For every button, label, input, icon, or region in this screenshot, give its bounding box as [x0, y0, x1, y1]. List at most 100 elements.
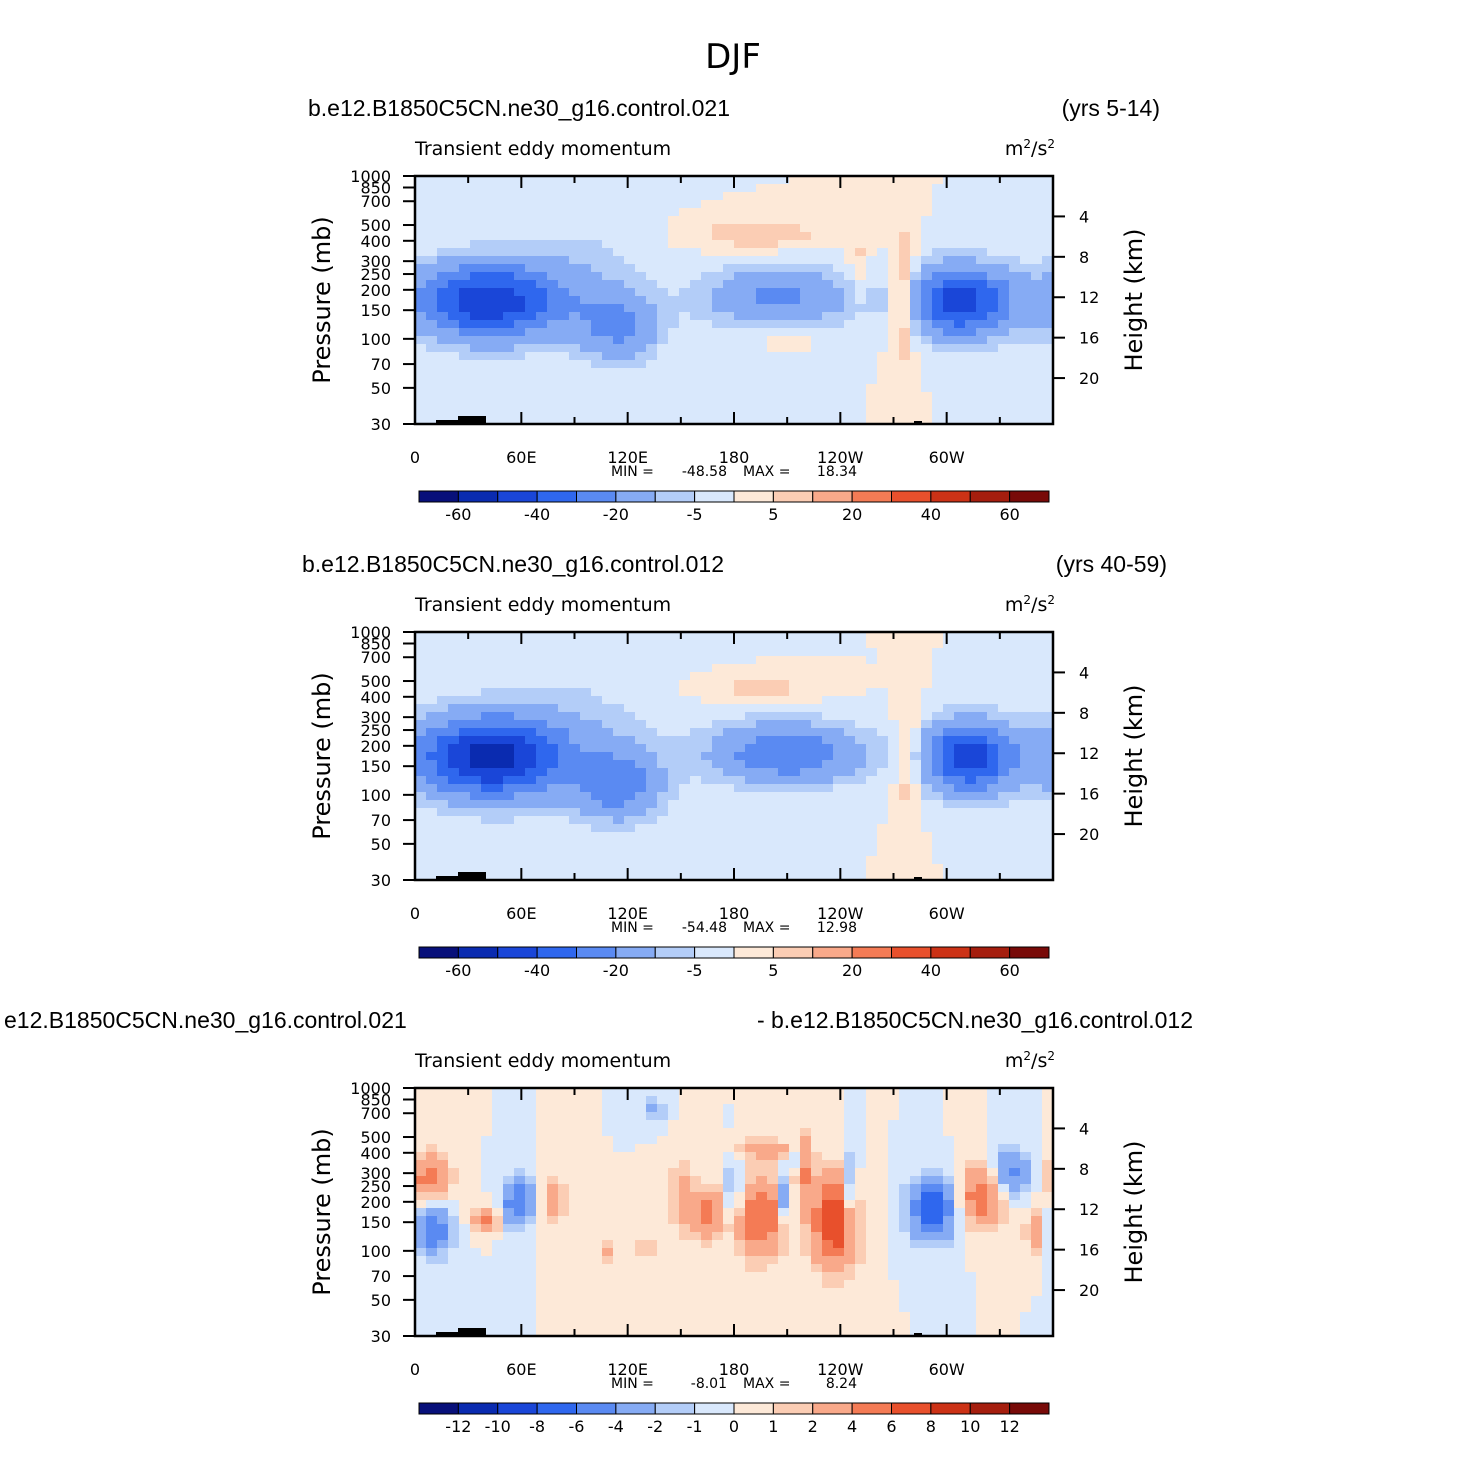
contour-cell	[866, 640, 943, 648]
contour-cell	[415, 176, 789, 184]
contour-cell	[558, 1176, 668, 1184]
contour-cell	[866, 872, 943, 880]
contour-cell	[1009, 800, 1053, 808]
contour-cell	[822, 1240, 833, 1248]
contour-cell	[910, 264, 921, 272]
contour-cell	[987, 272, 1031, 280]
terrain-mask	[436, 416, 922, 424]
contour-cell	[943, 1120, 987, 1128]
contour-cell	[899, 1288, 976, 1296]
contour-cell	[899, 1200, 910, 1208]
max-value: 8.24	[826, 1376, 857, 1392]
contour-cell	[536, 312, 569, 320]
contour-cell	[668, 1176, 679, 1184]
contour-cell	[888, 296, 910, 304]
contour-cell	[415, 312, 426, 320]
contour-cell	[965, 1176, 987, 1184]
pressure-tick-label: 500	[360, 1128, 391, 1147]
contour-cell	[910, 344, 932, 352]
contour-cell	[844, 272, 855, 280]
contour-cell	[635, 320, 657, 328]
contour-cell	[965, 776, 976, 784]
contour-cell	[866, 1088, 899, 1096]
lon-tick-label: 60E	[506, 1360, 536, 1379]
contour-cell	[426, 1200, 459, 1208]
contour-cell	[415, 1296, 536, 1304]
contour-cell	[536, 1328, 910, 1336]
contour-cell	[459, 352, 525, 360]
contour-cell	[1020, 1328, 1053, 1336]
contour-cell	[503, 1208, 514, 1216]
contour-cell	[525, 304, 547, 312]
contour-cell	[558, 1184, 569, 1192]
contour-cell	[547, 736, 569, 744]
colorbar-label: -20	[603, 961, 629, 980]
contour-field	[415, 1088, 1053, 1336]
contour-cell	[932, 200, 1053, 208]
contour-cell	[525, 1168, 536, 1176]
contour-cell	[668, 768, 723, 776]
contour-cell	[888, 336, 899, 344]
lon-tick-label: 0	[410, 448, 420, 467]
contour-cell	[932, 856, 1053, 864]
contour-cell	[745, 1264, 767, 1272]
contour-cell	[492, 1248, 536, 1256]
contour-cell	[448, 760, 470, 768]
min-label: MIN =	[611, 1376, 654, 1392]
terrain	[458, 872, 486, 880]
contour-cell	[877, 656, 932, 664]
pressure-tick-label: 100	[360, 786, 391, 805]
contour-cell	[987, 280, 1009, 288]
contour-cell	[481, 688, 591, 696]
height-axis-label: Height (km)	[1120, 685, 1148, 828]
contour-cell	[734, 1208, 745, 1216]
contour-cell	[998, 344, 1053, 352]
contour-cell	[547, 296, 580, 304]
contour-cell	[415, 656, 756, 664]
contour-cell	[921, 1216, 943, 1224]
contour-cell	[844, 1264, 855, 1272]
contour-cell	[932, 680, 1053, 688]
contour-cell	[943, 744, 954, 752]
contour-cell	[1031, 1160, 1042, 1168]
height-tick-label: 8	[1079, 1160, 1089, 1179]
contour-cell	[943, 800, 1009, 808]
contour-cell	[1042, 256, 1053, 264]
contour-cell	[712, 736, 756, 744]
contour-cell	[943, 864, 1053, 872]
contour-cell	[1031, 1248, 1042, 1256]
contour-cell	[954, 744, 987, 752]
pressure-tick-label: 300	[360, 1164, 391, 1183]
contour-cell	[899, 1104, 943, 1112]
contour-cell	[822, 696, 888, 704]
pressure-tick-label: 700	[360, 1104, 391, 1123]
contour-cell	[844, 1200, 855, 1208]
contour-cell	[470, 240, 602, 248]
contour-cell	[778, 1216, 800, 1224]
contour-cell	[932, 400, 1053, 408]
contour-cell	[921, 792, 943, 800]
variable-name: Transient eddy momentum	[414, 1050, 671, 1072]
contour-cell	[899, 744, 910, 752]
contour-cell	[910, 240, 921, 248]
contour-cell	[679, 784, 734, 792]
contour-cell	[723, 264, 833, 272]
contour-cell	[734, 1224, 745, 1232]
contour-cell	[415, 848, 877, 856]
contour-cell	[932, 192, 1053, 200]
contour-cell	[921, 1168, 943, 1176]
contour-cell	[635, 1240, 657, 1248]
colorbar-label: -20	[603, 505, 629, 524]
contour-cell	[1020, 1168, 1031, 1176]
contour-cell	[415, 864, 866, 872]
colorbar: -60 -40 -20 -5 5 20 40 60	[418, 490, 1050, 524]
contour-cell	[525, 352, 569, 360]
colorbar-swatch	[694, 490, 735, 503]
contour-cell	[602, 1240, 613, 1248]
colorbar-swatch	[969, 1402, 1011, 1415]
pressure-tick-label: 100	[360, 1242, 391, 1261]
contour-cell	[1009, 736, 1053, 744]
contour-cell	[734, 1112, 844, 1120]
contour-cell	[789, 680, 932, 688]
